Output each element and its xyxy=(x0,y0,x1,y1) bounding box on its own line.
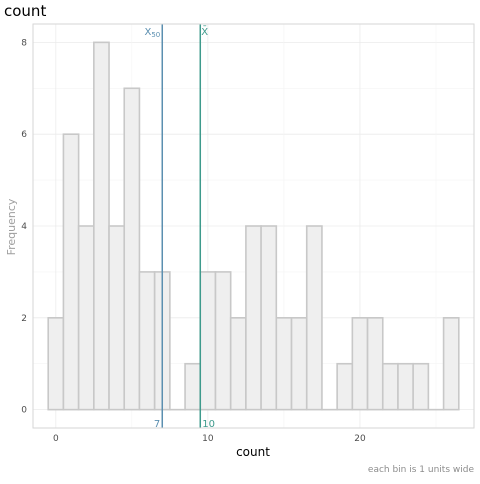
x-tick-label: 0 xyxy=(53,434,59,444)
y-axis-title: Frequency xyxy=(5,198,18,255)
y-tick-label: 4 xyxy=(21,222,27,232)
x-axis-title: count xyxy=(236,445,270,459)
histogram-bar xyxy=(200,272,215,410)
histogram-bar xyxy=(413,364,428,410)
histogram-bar xyxy=(307,226,322,410)
histogram-bar xyxy=(352,318,367,410)
histogram-bar xyxy=(79,226,94,410)
histogram-bar xyxy=(48,318,63,410)
histogram-bar xyxy=(246,226,261,410)
median-symbol-label: X50 xyxy=(144,27,160,39)
histogram-bar xyxy=(94,42,109,409)
histogram-bar xyxy=(185,364,200,410)
x-tick-label: 20 xyxy=(354,434,366,444)
histogram-bar xyxy=(444,318,459,410)
chart-caption: each bin is 1 units wide xyxy=(368,465,475,475)
y-tick-label: 0 xyxy=(21,406,27,416)
chart-title: count xyxy=(4,2,46,20)
x-tick-label: 10 xyxy=(202,434,214,444)
histogram-bar xyxy=(383,364,398,410)
histogram-bar xyxy=(231,318,246,410)
histogram-bar xyxy=(368,318,383,410)
histogram-bar xyxy=(292,318,307,410)
histogram-bar xyxy=(337,364,352,410)
histogram-bar xyxy=(276,318,291,410)
histogram-bar xyxy=(139,272,154,410)
histogram-bar xyxy=(215,272,230,410)
y-tick-label: 8 xyxy=(21,38,27,48)
histogram-bar xyxy=(63,134,78,409)
histogram-bar xyxy=(261,226,276,410)
y-tick-label: 6 xyxy=(21,130,27,140)
histogram-bar xyxy=(124,88,139,409)
mean-symbol-label: X̄ xyxy=(201,25,208,38)
histogram-bar xyxy=(109,226,124,410)
y-tick-label: 2 xyxy=(21,314,27,324)
histogram-bar xyxy=(398,364,413,410)
